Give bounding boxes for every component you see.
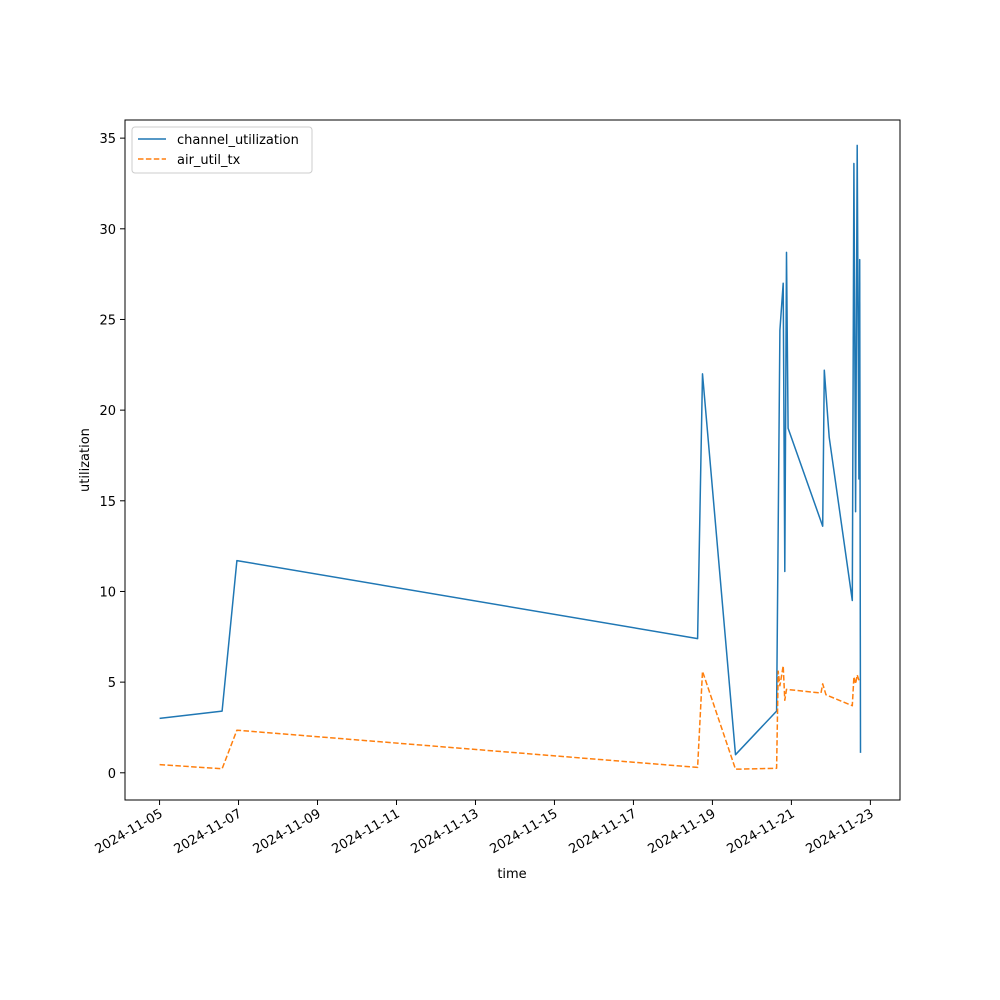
x-tick-label: 2024-11-21 (724, 806, 797, 857)
y-tick-label: 15 (99, 495, 116, 510)
legend: channel_utilization air_util_tx (131, 126, 313, 174)
plot-area (159, 144, 862, 770)
series-line-air-util-tx (159, 665, 860, 770)
y-tick-label: 25 (99, 313, 116, 328)
x-tick-label: 2024-11-23 (803, 806, 876, 857)
x-axis-label: time (497, 867, 526, 882)
x-tick-label: 2024-11-17 (567, 806, 640, 857)
x-tick-label: 2024-11-09 (251, 806, 324, 857)
legend-label-channel-utilization: channel_utilization (177, 133, 299, 148)
x-tick-label: 2024-11-05 (93, 806, 166, 857)
y-axis-label: utilization (78, 428, 93, 492)
x-tick-label: 2024-11-13 (409, 806, 482, 857)
y-axis: 0 5 10 15 20 25 30 35 (99, 132, 125, 782)
x-tick-label: 2024-11-15 (488, 806, 561, 857)
y-tick-label: 5 (108, 676, 116, 691)
y-tick-label: 20 (99, 404, 116, 419)
y-tick-label: 10 (99, 585, 116, 600)
x-tick-label: 2024-11-11 (330, 806, 403, 857)
y-tick-label: 0 (108, 767, 116, 782)
x-tick-label: 2024-11-19 (645, 806, 718, 857)
legend-label-air-util-tx: air_util_tx (177, 153, 241, 168)
y-tick-label: 35 (99, 132, 116, 147)
x-axis: 2024-11-05 2024-11-07 2024-11-09 2024-11-11… (93, 800, 876, 857)
legend-box (131, 126, 313, 174)
series-line-channel-utilization (159, 144, 862, 756)
y-tick-label: 30 (99, 223, 116, 238)
axes-frame (124, 119, 901, 801)
x-tick-label: 2024-11-07 (172, 806, 245, 857)
